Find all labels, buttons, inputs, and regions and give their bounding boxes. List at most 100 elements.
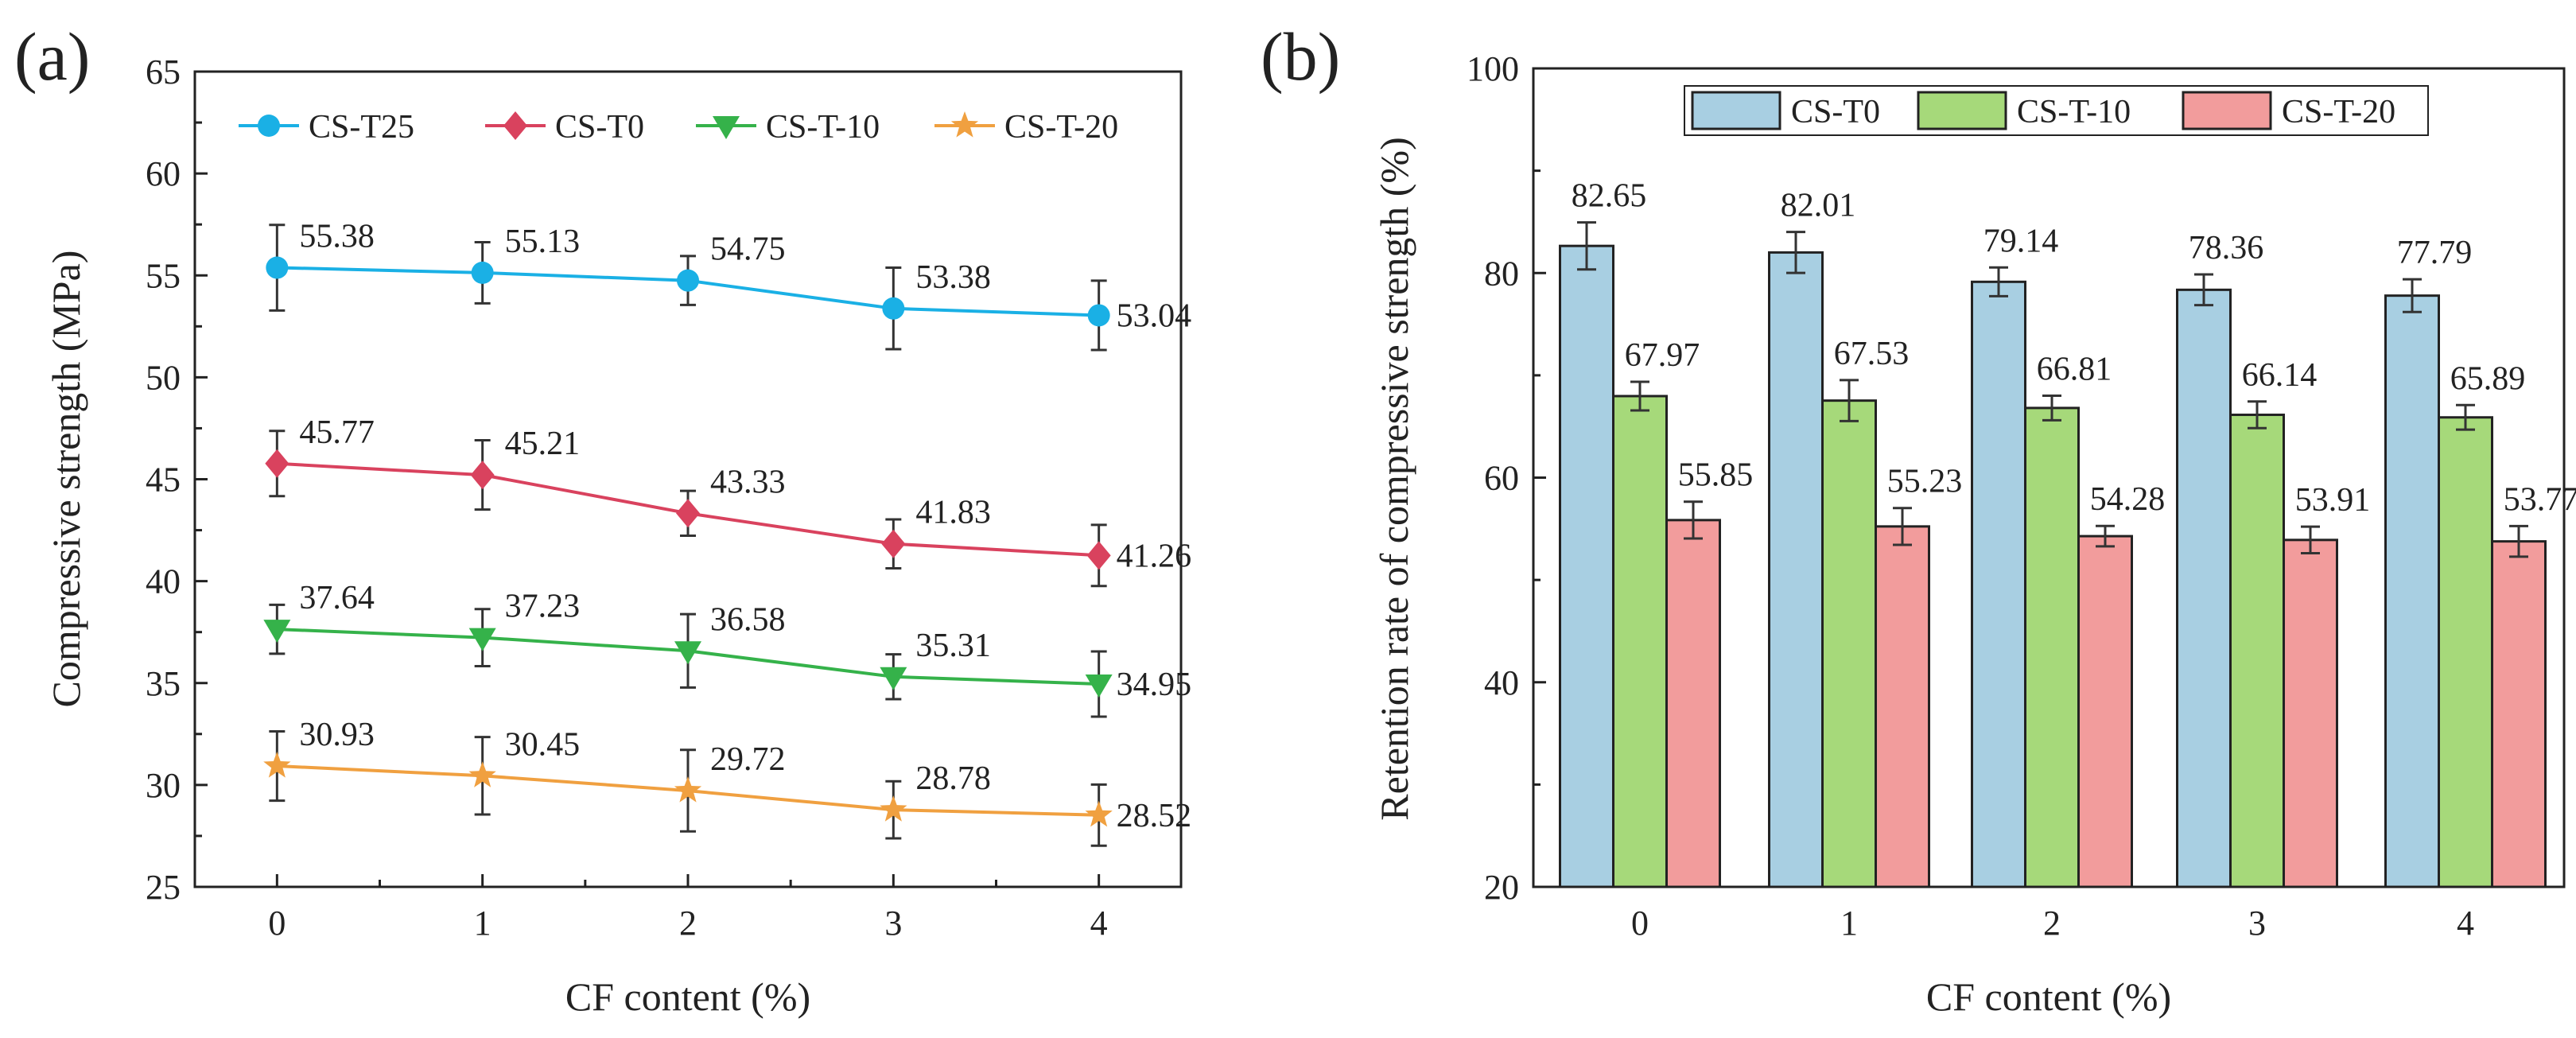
bar bbox=[1971, 280, 2026, 888]
data-label: 41.83 bbox=[915, 495, 991, 531]
data-point bbox=[470, 461, 495, 490]
error-bar bbox=[1577, 221, 1596, 271]
legend-swatch bbox=[2182, 91, 2272, 130]
x-tick-label: 2 bbox=[679, 904, 697, 943]
y-tick-label: 55 bbox=[146, 256, 181, 295]
data-label: 30.45 bbox=[505, 726, 581, 763]
x-tick-label: 3 bbox=[884, 904, 902, 943]
data-point bbox=[880, 667, 907, 690]
data-label: 37.64 bbox=[299, 580, 375, 616]
y-tick-label: 35 bbox=[146, 664, 181, 703]
panel-b-legend: CS-T0 CS-T-10 CS-T-20 bbox=[1684, 85, 2429, 136]
bar-series-cs-t-10: 67.97 67.53 66.81 66.14 65.89 bbox=[1612, 336, 2525, 888]
legend-item-cs-t-20: CS-T-20 bbox=[934, 109, 1118, 146]
data-label: 66.81 bbox=[2037, 351, 2112, 387]
data-point bbox=[265, 449, 289, 478]
data-label: 67.53 bbox=[1834, 336, 1910, 372]
legend-label: CS-T-10 bbox=[2017, 94, 2131, 130]
data-label: 54.75 bbox=[710, 231, 786, 268]
bar bbox=[2384, 294, 2440, 888]
legend-marker bbox=[950, 111, 979, 138]
panel-a-plot-frame bbox=[193, 70, 1183, 888]
legend-swatch bbox=[1917, 91, 2007, 130]
data-point bbox=[263, 620, 291, 643]
error-bar bbox=[2096, 524, 2115, 548]
data-label: 55.38 bbox=[299, 219, 375, 255]
series-cs-t-10: 37.64 37.23 36.58 35.31 34.95 bbox=[263, 580, 1191, 718]
data-label: 55.85 bbox=[1678, 457, 1754, 494]
bar bbox=[2438, 416, 2493, 888]
panel-a-label: (a) bbox=[14, 18, 90, 95]
bar-series-cs-t0: 82.65 82.01 79.14 78.36 77.79 bbox=[1559, 178, 2473, 888]
bar bbox=[2176, 288, 2232, 888]
data-point bbox=[266, 256, 289, 279]
y-tick-label: 50 bbox=[146, 358, 181, 397]
error-bar bbox=[2042, 394, 2061, 422]
bar bbox=[2077, 535, 2133, 888]
error-bar bbox=[2509, 524, 2528, 558]
data-point bbox=[880, 795, 907, 822]
y-tick-label: 60 bbox=[1484, 459, 1519, 498]
y-tick-label: 30 bbox=[146, 766, 181, 805]
bar bbox=[1612, 395, 1668, 888]
data-label: 82.01 bbox=[1781, 188, 1856, 224]
panel-b-y-axis: 20 40 60 80 100 bbox=[1467, 49, 1546, 907]
bar bbox=[2229, 414, 2285, 888]
y-tick-label: 100 bbox=[1467, 49, 1519, 88]
legend-box bbox=[1684, 85, 2429, 136]
data-label: 45.77 bbox=[299, 414, 375, 451]
error-bar bbox=[2403, 278, 2422, 313]
legend-item-cs-t-10: CS-T-10 bbox=[696, 109, 880, 146]
panel-b-label: (b) bbox=[1261, 18, 1340, 95]
data-label: 29.72 bbox=[710, 741, 786, 778]
data-label: 28.52 bbox=[1117, 798, 1192, 834]
data-label: 82.65 bbox=[1572, 178, 1647, 215]
data-label: 28.78 bbox=[915, 760, 991, 797]
x-tick-label: 2 bbox=[2043, 904, 2061, 943]
bar bbox=[1875, 525, 1930, 888]
data-point bbox=[263, 752, 291, 778]
legend-swatch bbox=[1691, 91, 1781, 130]
panel-b-plot-frame bbox=[1532, 67, 2566, 888]
legend-label: CS-T0 bbox=[1791, 94, 1880, 130]
legend-label: CS-T25 bbox=[309, 109, 414, 146]
data-label: 79.14 bbox=[1983, 223, 2059, 259]
legend-label: CS-T-20 bbox=[1004, 109, 1118, 146]
data-label: 43.33 bbox=[710, 464, 786, 500]
x-tick-label: 3 bbox=[2248, 904, 2266, 943]
series-cs-t-20: 30.93 30.45 29.72 28.78 28.52 bbox=[263, 717, 1192, 847]
bar bbox=[2491, 540, 2547, 888]
x-tick-label: 0 bbox=[268, 904, 286, 943]
data-point bbox=[676, 499, 700, 528]
data-point bbox=[1087, 304, 1110, 327]
data-label: 45.21 bbox=[505, 426, 581, 462]
panel-a-series: 55.38 55.13 54.75 53.38 53.04 45.77 45.21 43.33… bbox=[263, 219, 1192, 847]
legend-label: CS-T0 bbox=[555, 109, 644, 146]
panel-a-y-axis: 25 30 35 40 45 50 55 60 65 bbox=[146, 52, 208, 907]
y-tick-label: 45 bbox=[146, 461, 181, 500]
panel-b-y-axis-label: Retention rate of compressive strength (… bbox=[1372, 137, 1416, 820]
data-label: 53.91 bbox=[2295, 482, 2371, 519]
y-tick-label: 40 bbox=[1484, 663, 1519, 702]
legend-item-cs-t-10: CS-T-10 bbox=[1917, 91, 2131, 130]
y-tick-label: 40 bbox=[146, 562, 181, 601]
data-point bbox=[1085, 675, 1113, 698]
legend-item-cs-t-20: CS-T-20 bbox=[2182, 91, 2395, 130]
x-tick-label: 0 bbox=[1631, 904, 1649, 943]
panel-b-bars: 82.65 82.01 79.14 78.36 77.79 67.97 67.53 66.81… bbox=[1559, 178, 2576, 888]
bar bbox=[1559, 244, 1614, 888]
legend-item-cs-t25: CS-T25 bbox=[239, 109, 414, 146]
error-bar bbox=[1684, 500, 1703, 540]
data-label: 53.04 bbox=[1117, 297, 1192, 334]
data-label: 55.13 bbox=[505, 224, 581, 260]
data-label: 66.14 bbox=[2242, 357, 2318, 394]
data-point bbox=[674, 641, 701, 665]
x-tick-label: 1 bbox=[474, 904, 491, 943]
y-tick-label: 60 bbox=[146, 154, 181, 193]
legend-marker bbox=[503, 111, 527, 140]
data-label: 77.79 bbox=[2397, 235, 2473, 271]
error-bar bbox=[2194, 273, 2213, 307]
data-label: 35.31 bbox=[915, 628, 991, 664]
panel-a-x-axis: 0 1 2 3 4 bbox=[268, 874, 1108, 943]
